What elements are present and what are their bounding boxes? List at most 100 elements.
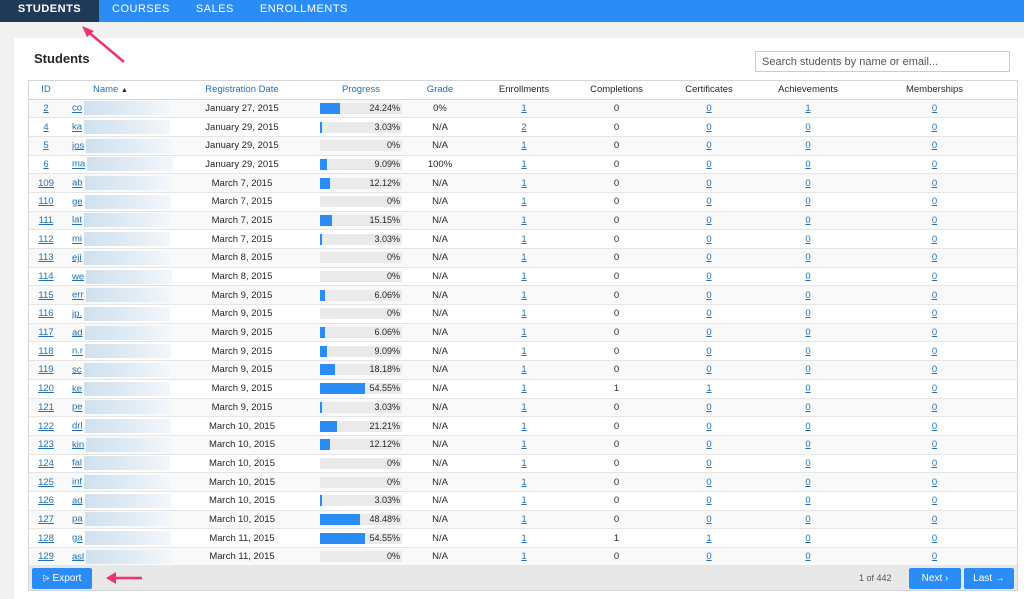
certificates-link[interactable]: 0 bbox=[706, 308, 712, 320]
memberships-link[interactable]: 0 bbox=[931, 420, 938, 432]
memberships-link[interactable]: 0 bbox=[931, 214, 938, 226]
student-name-link[interactable]: pa bbox=[72, 513, 83, 525]
student-name-link[interactable]: lat bbox=[72, 214, 83, 226]
enrollments-link[interactable]: 1 bbox=[521, 308, 527, 320]
student-name-link[interactable]: ad bbox=[72, 495, 83, 507]
achievements-link[interactable]: 0 bbox=[805, 289, 811, 301]
enrollments-link[interactable]: 1 bbox=[521, 551, 527, 563]
enrollments-link[interactable]: 1 bbox=[521, 327, 527, 339]
col-registration-date[interactable]: Registration Date bbox=[173, 81, 311, 100]
certificates-link[interactable]: 0 bbox=[706, 289, 712, 301]
memberships-link[interactable]: 0 bbox=[931, 401, 938, 413]
achievements-link[interactable]: 0 bbox=[805, 364, 811, 376]
student-id-link[interactable]: 124 bbox=[38, 457, 54, 469]
student-id-link[interactable]: 122 bbox=[38, 420, 54, 432]
enrollments-link[interactable]: 1 bbox=[521, 420, 527, 432]
certificates-link[interactable]: 0 bbox=[706, 121, 712, 133]
memberships-link[interactable]: 0 bbox=[931, 233, 938, 245]
student-name-link[interactable]: drl bbox=[72, 420, 83, 432]
student-id-link[interactable]: 4 bbox=[43, 121, 49, 133]
achievements-link[interactable]: 0 bbox=[805, 383, 811, 395]
memberships-link[interactable]: 0 bbox=[931, 140, 938, 152]
col-name[interactable]: Name ▲ bbox=[63, 81, 173, 100]
col-grade[interactable]: Grade bbox=[411, 81, 469, 100]
memberships-link[interactable]: 0 bbox=[931, 158, 938, 170]
tab-courses[interactable]: COURSES bbox=[112, 3, 170, 15]
achievements-link[interactable]: 0 bbox=[805, 457, 811, 469]
certificates-link[interactable]: 0 bbox=[706, 439, 712, 451]
achievements-link[interactable]: 0 bbox=[805, 345, 811, 357]
certificates-link[interactable]: 0 bbox=[706, 401, 712, 413]
student-name-link[interactable]: inf bbox=[72, 476, 83, 488]
achievements-link[interactable]: 0 bbox=[805, 308, 811, 320]
certificates-link[interactable]: 0 bbox=[706, 364, 712, 376]
col-progress[interactable]: Progress bbox=[311, 81, 411, 100]
enrollments-link[interactable]: 1 bbox=[521, 364, 527, 376]
memberships-link[interactable]: 0 bbox=[931, 252, 938, 264]
achievements-link[interactable]: 0 bbox=[805, 476, 811, 488]
student-name-link[interactable]: sc bbox=[72, 364, 82, 376]
student-name-link[interactable]: we bbox=[72, 271, 85, 283]
memberships-link[interactable]: 0 bbox=[931, 327, 938, 339]
achievements-link[interactable]: 0 bbox=[805, 551, 811, 563]
enrollments-link[interactable]: 1 bbox=[521, 252, 527, 264]
memberships-link[interactable]: 0 bbox=[931, 476, 938, 488]
achievements-link[interactable]: 0 bbox=[805, 327, 811, 339]
certificates-link[interactable]: 0 bbox=[706, 177, 712, 189]
student-name-link[interactable]: jos bbox=[72, 140, 85, 152]
student-id-link[interactable]: 123 bbox=[38, 439, 54, 451]
student-id-link[interactable]: 125 bbox=[38, 476, 54, 488]
achievements-link[interactable]: 0 bbox=[805, 158, 811, 170]
achievements-link[interactable]: 0 bbox=[805, 513, 811, 525]
student-name-link[interactable]: pe bbox=[72, 401, 83, 413]
certificates-link[interactable]: 0 bbox=[706, 214, 712, 226]
memberships-link[interactable]: 0 bbox=[931, 196, 938, 208]
tab-sales[interactable]: SALES bbox=[195, 3, 234, 15]
certificates-link[interactable]: 0 bbox=[706, 476, 712, 488]
memberships-link[interactable]: 0 bbox=[931, 289, 938, 301]
student-id-link[interactable]: 112 bbox=[38, 233, 54, 245]
student-id-link[interactable]: 120 bbox=[38, 383, 54, 395]
certificates-link[interactable]: 1 bbox=[706, 532, 712, 544]
memberships-link[interactable]: 0 bbox=[931, 364, 938, 376]
achievements-link[interactable]: 0 bbox=[805, 252, 811, 264]
student-id-link[interactable]: 5 bbox=[43, 140, 49, 152]
student-name-link[interactable]: ad bbox=[72, 327, 83, 339]
student-id-link[interactable]: 114 bbox=[38, 271, 54, 283]
memberships-link[interactable]: 0 bbox=[931, 513, 938, 525]
student-id-link[interactable]: 128 bbox=[38, 532, 54, 544]
enrollments-link[interactable]: 1 bbox=[521, 289, 527, 301]
search-input[interactable] bbox=[755, 51, 1010, 72]
student-name-link[interactable]: mi bbox=[72, 233, 83, 245]
enrollments-link[interactable]: 1 bbox=[521, 532, 527, 544]
certificates-link[interactable]: 0 bbox=[706, 252, 712, 264]
memberships-link[interactable]: 0 bbox=[931, 308, 938, 320]
enrollments-link[interactable]: 2 bbox=[521, 121, 527, 133]
student-id-link[interactable]: 109 bbox=[38, 177, 54, 189]
student-id-link[interactable]: 118 bbox=[38, 345, 54, 357]
student-name-link[interactable]: eji bbox=[72, 252, 82, 264]
memberships-link[interactable]: 0 bbox=[931, 495, 938, 507]
achievements-link[interactable]: 0 bbox=[805, 177, 811, 189]
tab-enrollments[interactable]: ENROLLMENTS bbox=[259, 3, 348, 15]
certificates-link[interactable]: 0 bbox=[706, 513, 712, 525]
student-name-link[interactable]: err bbox=[72, 289, 84, 301]
enrollments-link[interactable]: 1 bbox=[521, 513, 527, 525]
enrollments-link[interactable]: 1 bbox=[521, 214, 527, 226]
student-id-link[interactable]: 113 bbox=[38, 252, 54, 264]
enrollments-link[interactable]: 1 bbox=[521, 102, 527, 114]
student-name-link[interactable]: jp. bbox=[72, 308, 83, 320]
certificates-link[interactable]: 0 bbox=[706, 140, 712, 152]
enrollments-link[interactable]: 1 bbox=[521, 177, 527, 189]
achievements-link[interactable]: 0 bbox=[805, 401, 811, 413]
achievements-link[interactable]: 0 bbox=[805, 495, 811, 507]
student-id-link[interactable]: 115 bbox=[38, 289, 54, 301]
enrollments-link[interactable]: 1 bbox=[521, 345, 527, 357]
memberships-link[interactable]: 0 bbox=[931, 532, 938, 544]
certificates-link[interactable]: 0 bbox=[706, 420, 712, 432]
student-name-link[interactable]: ka bbox=[72, 121, 83, 133]
enrollments-link[interactable]: 1 bbox=[521, 140, 527, 152]
memberships-link[interactable]: 0 bbox=[931, 121, 938, 133]
next-button[interactable]: Next › bbox=[909, 568, 961, 589]
student-id-link[interactable]: 6 bbox=[43, 158, 49, 170]
